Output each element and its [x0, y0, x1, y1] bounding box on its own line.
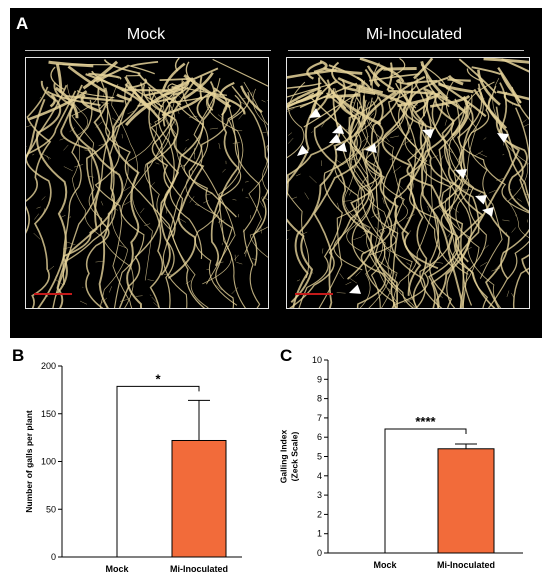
gall-arrowhead-icon	[422, 129, 435, 139]
chart-c-svg: 0 1 2 3 4 5 6 7 8 9 10 Mock Mi-Inoculated **** Galling…	[279, 355, 523, 570]
significance-bracket	[116, 385, 200, 557]
y-tick-label: 150	[41, 409, 56, 419]
root-strands	[287, 58, 529, 308]
inoculated-title: Mi-Inoculated	[365, 26, 463, 43]
category-label: Mock	[373, 560, 397, 570]
y-tick-label: 50	[46, 504, 56, 514]
gall-arrowhead-icon	[482, 206, 494, 217]
significance-label: ****	[415, 414, 436, 429]
mock-root-image	[25, 57, 269, 309]
gall-arrowhead-icon	[335, 142, 347, 152]
y-tick-label: 0	[51, 552, 56, 562]
y-axis-label: Galling Index(Zeck Scale)	[279, 430, 300, 484]
mock-title-rule	[25, 50, 271, 51]
bar-mi-inoculated	[171, 439, 227, 558]
inoculated-root-image	[286, 57, 530, 309]
y-tick-label: 3	[317, 490, 322, 500]
mock-scale-bar	[34, 293, 72, 295]
gall-arrowhead-icon	[475, 195, 488, 205]
inoculated-root-drawing	[287, 58, 529, 308]
category-label: Mi-Inoculated	[170, 564, 228, 574]
gall-arrowhead-icon	[332, 124, 345, 134]
gall-arrowhead-icon	[297, 145, 309, 156]
category-label: Mi-Inoculated	[437, 560, 495, 570]
gall-arrowhead-icon	[455, 169, 468, 179]
y-tick-label: 9	[317, 374, 322, 384]
y-tick-label: 0	[317, 548, 322, 558]
y-tick-label: 1	[317, 529, 322, 539]
inoculated-title-rule	[288, 50, 524, 51]
gall-arrowhead-icon	[497, 133, 510, 143]
y-tick-label: 10	[312, 355, 322, 365]
y-tick-label: 4	[317, 471, 322, 481]
panel-a-root-photos: A Mock Mi-Inoculated	[10, 8, 542, 338]
chart-galls-per-plant: 0 50 100 150 200 Mock Mi-Inoculated * Number of …	[0, 350, 270, 582]
gall-arrowhead-icon	[309, 108, 322, 118]
y-tick-label: 8	[317, 394, 322, 404]
y-tick-label: 5	[317, 452, 322, 462]
y-tick-label: 7	[317, 413, 322, 423]
gall-arrowhead-icon	[349, 284, 362, 294]
gall-arrowhead-icon	[329, 133, 342, 143]
mock-root-drawing	[26, 58, 268, 308]
gall-arrowhead-icon	[365, 143, 377, 154]
root-strands	[26, 58, 268, 308]
panel-a-letter: A	[16, 14, 29, 33]
bar-mi-inoculated	[437, 448, 495, 554]
y-axis-label: Number of galls per plant	[24, 410, 34, 513]
y-tick-label: 200	[41, 361, 56, 371]
significance-label: *	[155, 371, 161, 386]
y-tick-label: 2	[317, 509, 322, 519]
mock-title: Mock	[126, 26, 166, 43]
chart-galling-index: 0 1 2 3 4 5 6 7 8 9 10 Mock Mi-Inoculated **** Galling…	[275, 350, 550, 582]
category-label: Mock	[105, 564, 129, 574]
y-tick-label: 100	[41, 457, 56, 467]
significance-bracket	[384, 428, 467, 553]
panel-b-letter: B	[12, 346, 25, 365]
chart-b-svg: 0 50 100 150 200 Mock Mi-Inoculated * Number of …	[24, 361, 242, 574]
y-tick-label: 6	[317, 432, 322, 442]
inoculated-scale-bar	[295, 293, 333, 295]
panel-c-letter: C	[280, 346, 293, 365]
